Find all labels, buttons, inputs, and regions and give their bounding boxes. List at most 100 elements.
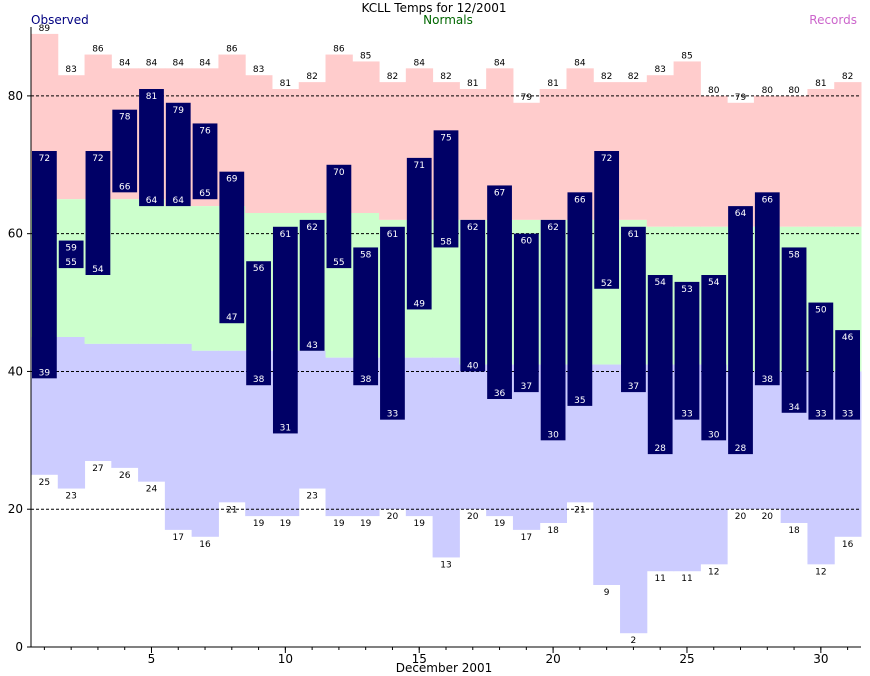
observed-bar — [754, 192, 780, 386]
record-high-label: 84 — [574, 58, 586, 68]
observed-bar — [433, 130, 459, 248]
record-low-label: 20 — [467, 512, 479, 522]
record-high-label: 82 — [440, 72, 451, 82]
observed-bar — [781, 247, 807, 413]
record-high-band — [673, 61, 701, 227]
record-low-label: 20 — [762, 512, 774, 522]
record-low-label: 26 — [119, 471, 131, 481]
observed-low-label: 40 — [467, 361, 479, 371]
x-tick-label: 30 — [813, 652, 828, 666]
observed-low-label: 33 — [842, 410, 853, 420]
record-high-band — [379, 82, 407, 220]
observed-low-label: 28 — [735, 444, 747, 454]
observed-bar — [192, 123, 218, 200]
observed-bar — [674, 281, 700, 420]
observed-high-label: 53 — [681, 285, 692, 295]
record-low-label: 18 — [547, 526, 559, 536]
observed-high-label: 46 — [842, 333, 854, 343]
record-low-label: 25 — [39, 478, 50, 488]
record-high-band — [352, 61, 380, 213]
observed-high-label: 62 — [306, 223, 317, 233]
record-high-band — [245, 75, 273, 213]
record-high-label: 84 — [494, 58, 506, 68]
record-low-label: 17 — [521, 533, 532, 543]
record-high-label: 86 — [226, 45, 238, 55]
record-low-label: 11 — [654, 574, 665, 584]
record-low-label: 19 — [253, 519, 265, 529]
record-high-band — [780, 95, 808, 227]
record-low-band — [57, 337, 86, 489]
record-high-band — [727, 102, 755, 227]
record-low-band — [191, 350, 219, 537]
y-tick-label: 60 — [8, 227, 23, 241]
observed-bar — [728, 206, 753, 455]
y-tick-label: 40 — [8, 364, 23, 378]
record-high-label: 84 — [146, 58, 158, 68]
observed-high-label: 58 — [788, 250, 800, 260]
record-low-label: 12 — [708, 567, 719, 577]
observed-low-label: 33 — [681, 410, 692, 420]
x-tick-label: 15 — [412, 652, 427, 666]
record-low-label: 19 — [280, 519, 292, 529]
record-low-band — [84, 343, 112, 461]
record-low-label: 21 — [226, 505, 237, 515]
observed-low-label: 64 — [173, 196, 185, 206]
record-low-label: 11 — [681, 574, 692, 584]
record-low-label: 16 — [842, 540, 854, 550]
record-high-band — [539, 89, 567, 220]
record-high-label: 89 — [39, 24, 51, 34]
record-low-label: 23 — [65, 492, 76, 502]
legend-records: Records — [809, 13, 857, 27]
x-tick-label: 25 — [679, 652, 694, 666]
record-high-label: 82 — [306, 72, 317, 82]
observed-high-label: 70 — [333, 168, 345, 178]
record-high-label: 81 — [547, 79, 558, 89]
record-high-label: 86 — [92, 45, 104, 55]
observed-low-label: 33 — [387, 410, 398, 420]
observed-bar — [139, 89, 164, 207]
record-low-band — [111, 343, 139, 468]
observed-low-label: 38 — [253, 375, 265, 385]
record-high-label: 84 — [199, 58, 211, 68]
observed-low-label: 58 — [440, 237, 452, 247]
legend-observed: Observed — [31, 13, 89, 27]
observed-low-label: 66 — [119, 182, 131, 192]
observed-high-label: 78 — [119, 113, 131, 123]
record-low-band — [298, 350, 327, 489]
observed-low-label: 35 — [574, 396, 585, 406]
record-low-band — [753, 371, 782, 510]
observed-bar — [701, 275, 727, 441]
observed-low-label: 34 — [788, 403, 800, 413]
observed-high-label: 54 — [654, 278, 666, 288]
observed-low-label: 33 — [815, 410, 826, 420]
record-high-band — [700, 95, 728, 227]
record-low-band — [164, 343, 193, 530]
x-tick-label: 5 — [148, 652, 156, 666]
record-high-label: 80 — [708, 86, 720, 96]
observed-high-label: 67 — [494, 188, 505, 198]
record-high-label: 82 — [387, 72, 398, 82]
observed-low-label: 37 — [628, 382, 639, 392]
record-high-band — [57, 75, 86, 200]
legend-normals: Normals — [423, 13, 473, 27]
value-labels: 7239892559558323725486277866842681648424… — [39, 24, 854, 646]
record-high-label: 85 — [360, 51, 371, 61]
x-axis-label: December 2001 — [396, 661, 493, 675]
observed-high-label: 75 — [440, 133, 451, 143]
observed-bar — [326, 164, 352, 269]
record-high-band — [512, 102, 541, 220]
record-high-label: 82 — [842, 72, 853, 82]
record-low-label: 27 — [92, 464, 103, 474]
observed-high-label: 81 — [146, 92, 157, 102]
record-high-band — [620, 82, 648, 220]
observed-bar — [380, 226, 405, 420]
observed-low-label: 52 — [601, 279, 612, 289]
observed-low-label: 47 — [226, 313, 237, 323]
observed-bar — [112, 109, 138, 193]
record-low-label: 19 — [413, 519, 425, 529]
record-high-label: 86 — [333, 45, 345, 55]
record-high-band — [298, 82, 327, 213]
record-low-band — [459, 364, 487, 510]
observed-bar — [32, 151, 57, 379]
observed-bar — [272, 226, 298, 434]
